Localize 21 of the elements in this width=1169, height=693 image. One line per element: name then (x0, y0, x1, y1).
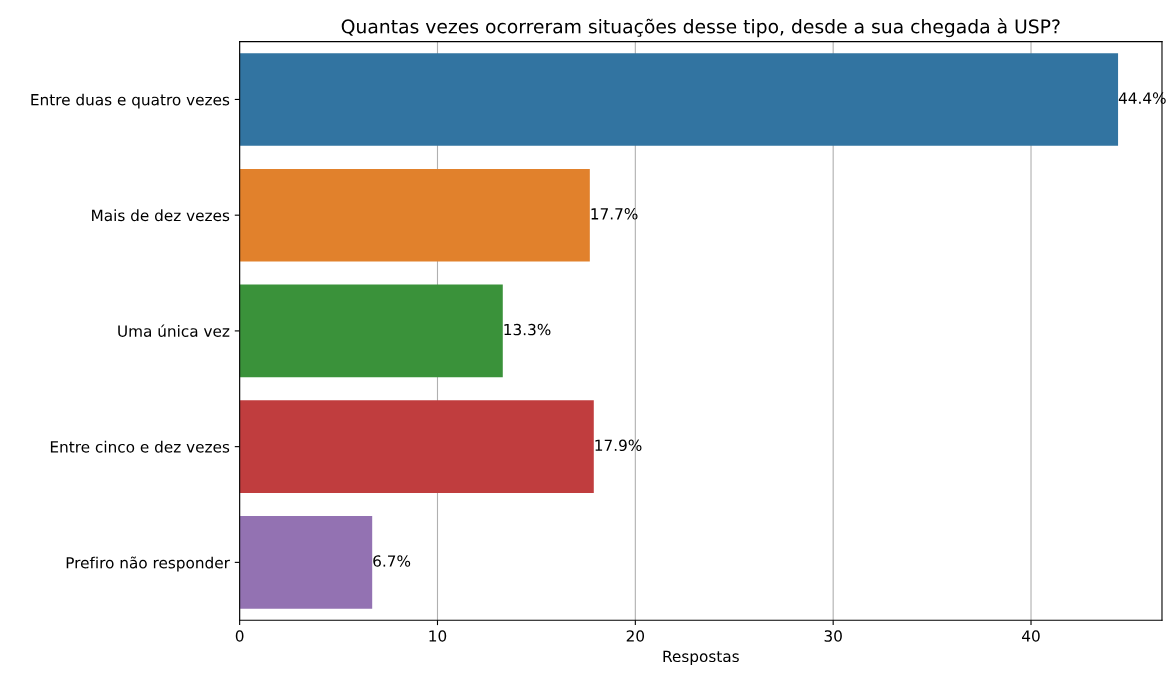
x-tick-label: 40 (1022, 630, 1040, 642)
y-tick-label: Entre duas e quatro vezes (31, 93, 230, 109)
bar (239, 53, 1119, 146)
data-label: 13.3% (504, 323, 551, 336)
bar (239, 168, 590, 262)
x-tick-label: 10 (429, 630, 447, 642)
chart-title: Quantas vezes ocorreram situações desse tipo, desde a sua chegada à USP? (341, 18, 1060, 38)
x-tick-label: 20 (626, 630, 645, 642)
data-label: 17.9% (595, 439, 642, 452)
data-label: 6.7% (373, 555, 411, 567)
x-axis-title: Respostas (663, 650, 739, 666)
y-tick-label: Mais de dez vezes (92, 209, 230, 222)
bar (239, 516, 373, 609)
bar (239, 400, 594, 493)
bar (239, 284, 503, 378)
x-tick-label: 0 (235, 630, 244, 642)
y-tick-label: Uma única vez (118, 324, 230, 337)
data-label: 17.7% (591, 208, 638, 220)
y-tick-label: Entre cinco e dez vezes (50, 440, 230, 453)
y-tick-label: Prefiro não responder (66, 556, 230, 572)
x-tick-label: 30 (824, 630, 842, 642)
